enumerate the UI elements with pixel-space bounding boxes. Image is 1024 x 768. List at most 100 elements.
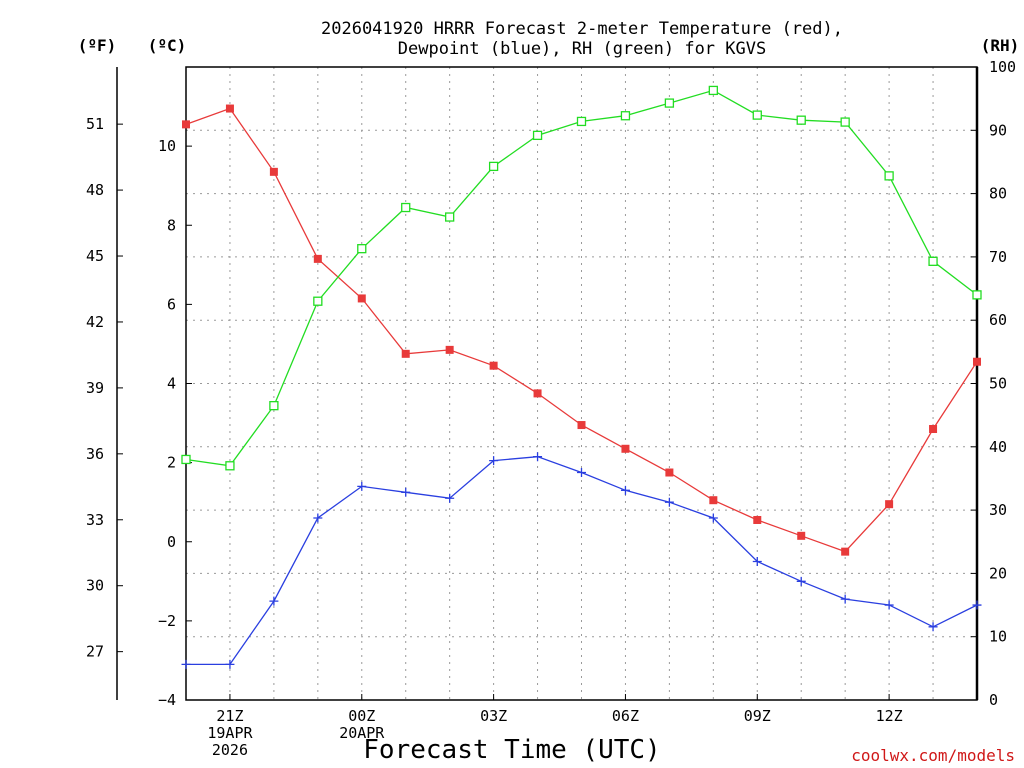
rh-marker: [357, 244, 367, 254]
rh-marker: [225, 461, 235, 471]
temperature-marker: [401, 349, 410, 358]
temperature-marker: [753, 515, 762, 524]
dewpoint-marker: [928, 622, 938, 632]
temperature-marker: [709, 496, 718, 505]
axes-layer: 273033363942454851−4−2024681001020304050…: [86, 58, 1016, 759]
dewpoint-marker: [620, 485, 630, 495]
fahrenheit-tick-label: 36: [86, 445, 104, 463]
celsius-tick-label: 0: [167, 533, 176, 551]
temperature-marker: [797, 531, 806, 540]
temperature-marker: [533, 389, 542, 398]
dewpoint-marker: [840, 594, 850, 604]
dewpoint-marker: [181, 659, 191, 669]
fahrenheit-tick-label: 48: [86, 181, 104, 199]
rh-tick-label: 0: [989, 691, 998, 709]
dewpoint-marker: [533, 452, 543, 462]
temperature-marker: [577, 421, 586, 430]
rh-marker: [884, 171, 894, 181]
celsius-tick-label: 6: [167, 295, 176, 313]
celsius-tick-label: −2: [158, 612, 176, 630]
rh-tick-label: 30: [989, 501, 1007, 519]
fahrenheit-tick-label: 27: [86, 643, 104, 661]
fahrenheit-tick-label: 33: [86, 511, 104, 529]
x-tick-label: 19APR: [207, 724, 253, 742]
temperature-marker: [665, 468, 674, 477]
dewpoint-marker: [313, 513, 323, 523]
temperature-marker: [225, 104, 234, 113]
dewpoint-marker: [489, 456, 499, 466]
rh-tick-label: 80: [989, 185, 1007, 203]
dewpoint-marker: [357, 481, 367, 491]
dewpoint-marker: [445, 493, 455, 503]
temperature-marker: [182, 120, 190, 129]
celsius-tick-label: 8: [167, 216, 176, 234]
rh-marker: [445, 212, 455, 222]
rh-marker: [532, 130, 543, 141]
chart-title-line2: Dewpoint (blue), RH (green) for KGVS: [398, 39, 766, 59]
temperature-marker: [445, 345, 454, 354]
fahrenheit-tick-label: 42: [86, 313, 104, 331]
x-tick-label: 09Z: [744, 707, 771, 725]
rh-marker: [752, 110, 762, 120]
temperature-marker: [621, 444, 630, 453]
dewpoint-marker: [664, 497, 674, 507]
x-tick-label: 12Z: [876, 707, 903, 725]
x-tick-label: 03Z: [480, 707, 507, 725]
temperature-marker: [313, 254, 322, 263]
temperature-marker: [929, 424, 938, 433]
rh-marker: [840, 117, 850, 127]
rh-tick-label: 20: [989, 564, 1007, 582]
rh-marker: [488, 161, 499, 172]
rh-marker: [708, 85, 718, 96]
rh-marker: [664, 98, 675, 108]
celsius-tick-label: 10: [158, 137, 176, 155]
temperature-line: [185, 107, 978, 553]
rh-marker: [401, 202, 411, 213]
rh-tick-label: 100: [989, 58, 1016, 76]
rh-tick-label: 40: [989, 438, 1007, 456]
celsius-tick-label: 2: [167, 454, 176, 472]
rh-tick-label: 10: [989, 628, 1007, 646]
rh-marker: [269, 401, 279, 411]
fahrenheit-tick-label: 30: [86, 577, 104, 595]
rh-marker: [181, 454, 191, 465]
x-tick-label: 00Z: [348, 707, 375, 725]
rh-marker: [972, 290, 982, 300]
rh-marker: [313, 296, 323, 306]
fahrenheit-tick-label: 45: [86, 247, 104, 265]
celsius-tick-label: −4: [158, 691, 176, 709]
temperature-marker: [489, 361, 498, 370]
x-tick-label: 21Z: [216, 707, 243, 725]
chart-title-line1: 2026041920 HRRR Forecast 2-meter Tempera…: [321, 19, 843, 39]
dewpoint-marker: [269, 596, 279, 606]
rh-tick-label: 60: [989, 311, 1007, 329]
rh-marker: [928, 256, 938, 266]
dewpoint-marker: [972, 600, 982, 610]
x-tick-label: 2026: [212, 741, 248, 759]
dewpoint-marker: [884, 600, 894, 610]
credit-text: coolwx.com/models: [851, 746, 1015, 765]
dewpoint-marker: [577, 468, 586, 478]
fahrenheit-tick-label: 51: [86, 115, 104, 133]
rh-tick-label: 90: [989, 121, 1007, 139]
temperature-marker: [885, 500, 894, 509]
rh-tick-label: 70: [989, 248, 1007, 266]
temperature-marker: [973, 357, 981, 366]
grid-layer: [186, 67, 977, 700]
celsius-unit-label: (ºC): [148, 36, 187, 55]
dewpoint-marker: [796, 576, 806, 586]
series-layer: [181, 85, 982, 669]
rh-tick-label: 50: [989, 375, 1007, 393]
rh-marker: [620, 111, 631, 121]
x-tick-label: 06Z: [612, 707, 639, 725]
dewpoint-marker: [708, 513, 718, 523]
fahrenheit-unit-label: (ºF): [78, 36, 117, 55]
temperature-marker: [269, 167, 278, 176]
dewpoint-marker: [752, 557, 762, 567]
rh-unit-label: (RH): [981, 36, 1020, 55]
dewpoint-marker: [225, 659, 235, 669]
x-axis-title: Forecast Time (UTC): [363, 735, 660, 765]
x-tick-label: 20APR: [339, 724, 385, 742]
celsius-tick-label: 4: [167, 375, 176, 393]
